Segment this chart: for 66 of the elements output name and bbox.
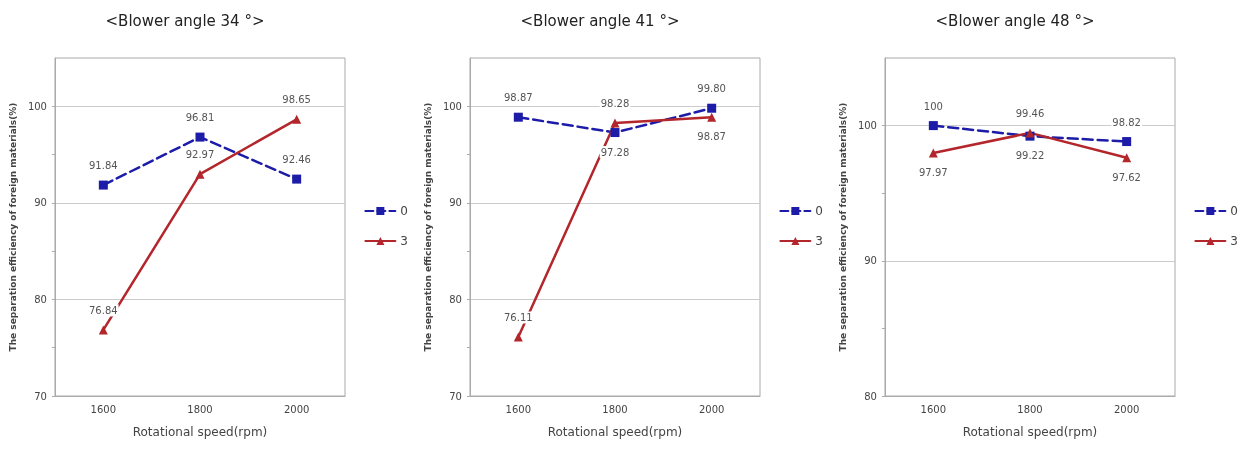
legend-label: 0 (400, 204, 409, 218)
point (707, 103, 717, 113)
x-axis-title: Rotational speed(rpm) (962, 425, 1098, 439)
y-tick-label: 100 (442, 100, 462, 112)
x-tick-label: 1600 (920, 403, 947, 415)
x-tick-label: 1600 (90, 403, 117, 415)
legend-label: 0 (815, 204, 824, 218)
y-axis-title: The separation efficiency of foreign materials(%) (837, 102, 848, 352)
data-label: 99.46 (1015, 107, 1045, 119)
data-label: 98.65 (282, 94, 311, 106)
point (928, 148, 938, 158)
y-axis-title: The separation efficiency of foreign materials(%) (7, 102, 18, 352)
y-tick-label: 90 (449, 197, 462, 209)
y-tick-label: 90 (864, 255, 877, 267)
point (610, 118, 620, 128)
point (195, 132, 205, 142)
x-axis-title: Rotational speed(rpm) (132, 425, 268, 439)
chart-title: <Blower angle 48 °> (935, 11, 1095, 30)
y-tick-label: 70 (449, 390, 462, 402)
data-label: 92.97 (185, 149, 215, 161)
point (928, 121, 938, 131)
point (195, 169, 205, 179)
legend-label: 3 (400, 234, 409, 248)
point (513, 112, 523, 122)
x-tick-label: 2000 (698, 403, 725, 415)
y-tick-label: 70 (34, 390, 47, 402)
point (1122, 137, 1132, 147)
y-tick-label: 100 (27, 100, 47, 112)
data-label: 97.62 (1112, 171, 1141, 183)
y-tick-label: 80 (34, 293, 47, 305)
x-tick-label: 1600 (505, 403, 532, 415)
y-tick-label: 100 (857, 120, 877, 132)
data-label: 99.80 (697, 83, 726, 95)
data-label: 99.22 (1015, 150, 1045, 162)
y-tick-label: 80 (864, 390, 877, 402)
y-tick-label: 90 (34, 197, 47, 209)
data-label: 91.84 (89, 160, 118, 172)
data-label: 97.28 (600, 146, 630, 158)
x-axis-title: Rotational speed(rpm) (547, 425, 683, 439)
chart-title: <Blower angle 34 °> (105, 11, 265, 30)
data-label: 76.11 (504, 311, 533, 323)
legend-label: 3 (1230, 234, 1239, 248)
data-label: 98.28 (600, 97, 630, 109)
x-tick-label: 1800 (187, 403, 213, 415)
y-axis-title: The separation efficiency of foreign materials(%) (422, 102, 433, 352)
legend-label: 3 (815, 234, 824, 248)
y-tick-label: 80 (449, 293, 462, 305)
chart-title: <Blower angle 41 °> (520, 11, 680, 30)
point (610, 128, 620, 138)
legend-label: 0 (1230, 204, 1239, 218)
point (98, 180, 108, 190)
x-tick-label: 1800 (602, 403, 628, 415)
x-tick-label: 1800 (1017, 403, 1043, 415)
data-label: 98.82 (1112, 116, 1141, 128)
point (292, 174, 302, 184)
data-label: 97.97 (919, 167, 948, 179)
point (707, 112, 717, 122)
point (292, 114, 302, 124)
x-tick-label: 2000 (283, 403, 310, 415)
data-label: 92.46 (282, 154, 311, 166)
data-label: 98.87 (697, 131, 726, 143)
data-label: 100 (923, 100, 943, 112)
data-label: 96.81 (185, 112, 215, 124)
data-label: 76.84 (89, 304, 118, 316)
x-tick-label: 2000 (1113, 403, 1140, 415)
data-label: 98.87 (504, 92, 533, 104)
